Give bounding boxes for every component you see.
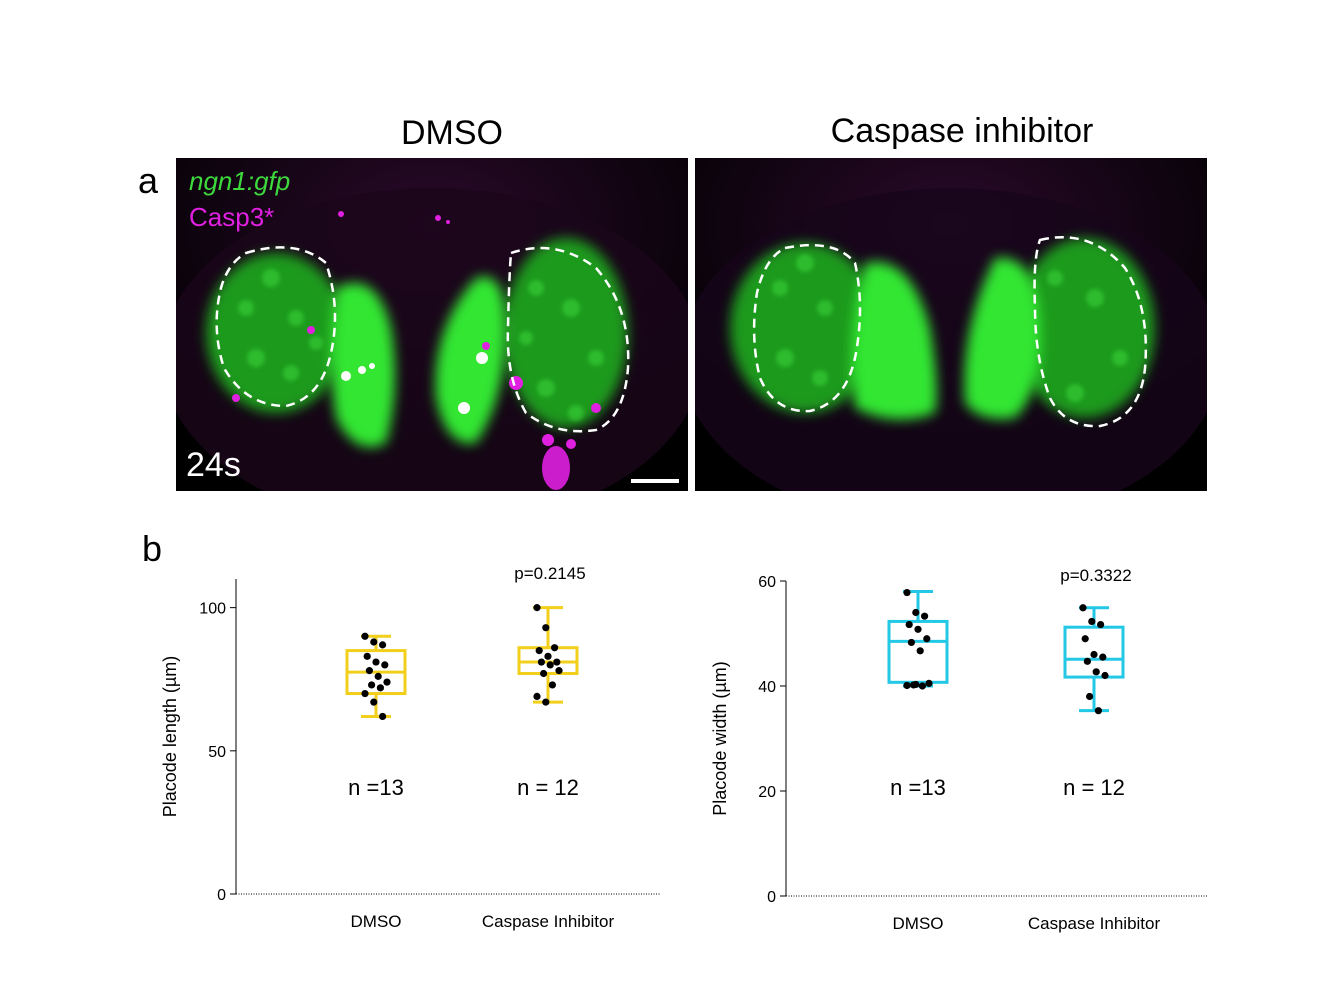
legend-casp3: Casp3*: [189, 202, 275, 232]
data-point: [1083, 657, 1091, 665]
legend-ngn1-gfp: ngn1:gfp: [189, 166, 291, 196]
n-label: n =13: [890, 775, 946, 800]
y-tick-label: 50: [208, 744, 226, 761]
data-point: [555, 667, 563, 675]
data-point: [912, 608, 920, 617]
chart-placode-width: 0 20 40 60 Placode width (µm) DMSO Caspase Inh…: [700, 545, 1220, 950]
data-point: [370, 638, 378, 646]
data-point: [903, 588, 911, 597]
data-point: [372, 658, 380, 666]
data-point: [1097, 620, 1105, 629]
p-value-label: p=0.3322: [1060, 566, 1131, 585]
data-point: [533, 692, 541, 701]
data-point: [1088, 617, 1096, 626]
data-point: [923, 635, 931, 643]
data-point: [925, 679, 933, 687]
data-point: [548, 681, 556, 689]
stage-label: 24s: [186, 446, 241, 484]
data-point: [537, 658, 545, 666]
y-tick-label: 40: [758, 679, 776, 696]
data-point: [379, 641, 387, 649]
chart-placode-length-svg: 0 50 100 Placode length (µm) DMSO Caspase Inh…: [160, 564, 660, 931]
data-point: [376, 684, 384, 692]
y-tick-label: 20: [758, 784, 776, 801]
data-point: [546, 661, 554, 669]
data-point: [542, 624, 550, 632]
data-point: [1101, 671, 1109, 680]
box-iqr: [1063, 625, 1125, 679]
data-point: [533, 604, 541, 612]
y-tick-label: 0: [767, 889, 776, 906]
data-point: [1081, 635, 1089, 643]
data-point: [1094, 707, 1102, 715]
data-point: [551, 644, 559, 652]
chart-placode-width-svg: 0 20 40 60 Placode width (µm) DMSO Caspase Inh…: [710, 566, 1208, 933]
data-point: [905, 620, 913, 629]
data-point: [542, 698, 550, 706]
p-value-label: p=0.2145: [514, 564, 585, 583]
data-point: [907, 638, 915, 647]
data-point: [374, 672, 382, 680]
data-point: [1090, 650, 1098, 659]
data-point: [361, 689, 369, 698]
column-title-caspase-inhibitor: Caspase inhibitor: [830, 112, 1094, 150]
chart-placode-length: 0 50 100 Placode length (µm) DMSO Caspase Inh…: [150, 545, 670, 950]
column-title-dmso: DMSO: [401, 114, 503, 152]
micrograph-caspase-inhibitor-image: [695, 158, 1207, 491]
y-axis-label: Placode width (µm): [710, 661, 730, 815]
y-tick-label: 0: [217, 887, 226, 904]
data-point: [914, 625, 922, 633]
data-point: [383, 678, 391, 686]
n-label: n = 12: [1063, 775, 1125, 800]
data-point: [363, 652, 371, 660]
y-axis-label: Placode length (µm): [160, 656, 180, 817]
n-label: n = 12: [517, 775, 579, 800]
data-point: [1092, 668, 1100, 676]
data-point: [535, 646, 543, 655]
y-tick-label: 60: [758, 574, 776, 591]
data-point: [381, 661, 389, 669]
data-point: [361, 632, 369, 640]
x-tick-label: Caspase Inhibitor: [482, 912, 615, 931]
data-point: [540, 669, 548, 678]
scale-bar: [631, 479, 679, 483]
data-point: [912, 680, 920, 689]
y-tick-label: 100: [199, 601, 226, 618]
data-point: [903, 681, 911, 690]
data-point: [544, 652, 552, 660]
data-point: [918, 682, 926, 690]
data-point: [370, 698, 378, 706]
panel-letter-a: a: [138, 160, 159, 201]
data-point: [1086, 692, 1094, 701]
x-tick-label: Caspase Inhibitor: [1028, 914, 1161, 933]
n-label: n =13: [348, 775, 404, 800]
micrograph-dmso: ngn1:gfp Casp3* 24s: [176, 158, 688, 491]
micrograph-dmso-image: [176, 158, 688, 491]
micrograph-caspase-inhibitor: [695, 158, 1207, 491]
data-point: [379, 712, 387, 721]
data-point: [553, 658, 561, 666]
x-tick-label: DMSO: [351, 912, 402, 931]
data-point: [916, 647, 924, 655]
data-point: [368, 681, 376, 689]
data-point: [365, 667, 373, 675]
data-point: [921, 612, 929, 620]
x-tick-label: DMSO: [893, 914, 944, 933]
panel-letter-b: b: [142, 528, 163, 569]
data-point: [1079, 604, 1087, 612]
data-point: [1099, 653, 1107, 661]
